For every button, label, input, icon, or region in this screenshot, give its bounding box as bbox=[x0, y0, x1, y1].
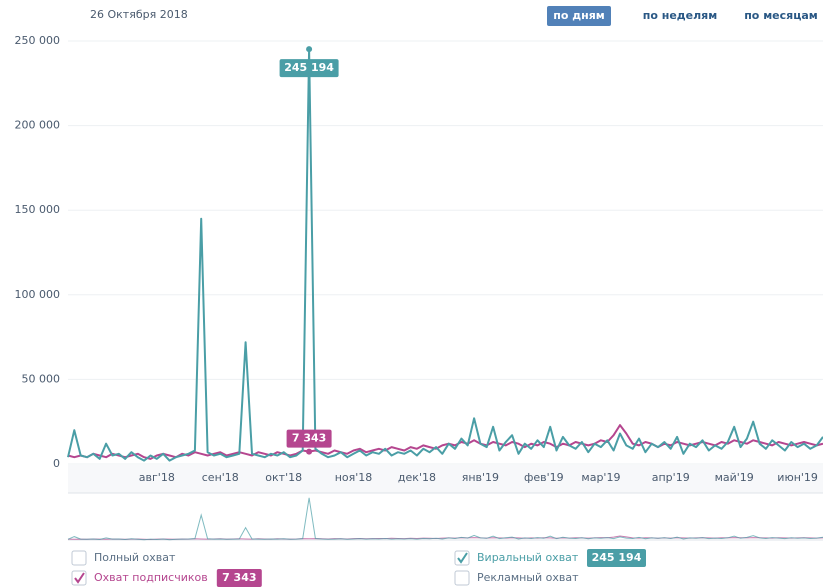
x-tick-label: окт'18 bbox=[265, 471, 302, 484]
period-button[interactable]: по месяцам bbox=[744, 9, 818, 22]
active-button-bg[interactable] bbox=[547, 6, 611, 26]
legend-label[interactable]: Полный охват bbox=[94, 551, 176, 564]
checkmark bbox=[457, 552, 468, 564]
point-badge-label: 7 343 bbox=[292, 432, 326, 445]
x-tick-label: авг'18 bbox=[139, 471, 175, 484]
x-tick-label: дек'18 bbox=[398, 471, 436, 484]
x-axis-band bbox=[68, 465, 823, 493]
legend-badge-label: 245 194 bbox=[592, 551, 642, 564]
legend-label[interactable]: Виральный охват bbox=[477, 551, 579, 564]
period-button[interactable]: по дням bbox=[553, 9, 605, 22]
point-badge bbox=[286, 429, 332, 448]
navigator-line bbox=[67, 497, 823, 541]
checkmark bbox=[74, 572, 85, 584]
y-tick-label: 250 000 bbox=[15, 34, 61, 47]
x-tick-label: мар'19 bbox=[581, 471, 620, 484]
legend-label[interactable]: Охват подписчиков bbox=[94, 571, 208, 584]
point-badge-label: 245 194 bbox=[284, 61, 334, 74]
legend-label[interactable]: Рекламный охват bbox=[477, 571, 579, 584]
y-tick-label: 0 bbox=[53, 457, 60, 470]
y-tick-label: 100 000 bbox=[15, 288, 61, 301]
y-tick-label: 50 000 bbox=[22, 372, 61, 385]
x-tick-label: ноя'18 bbox=[335, 471, 373, 484]
x-tick-label: сен'18 bbox=[202, 471, 239, 484]
x-tick-label: янв'19 bbox=[462, 471, 499, 484]
point-marker bbox=[306, 448, 313, 455]
x-tick-label: май'19 bbox=[715, 471, 754, 484]
legend-badge bbox=[216, 569, 262, 587]
x-tick-label: июн'19 bbox=[777, 471, 818, 484]
series-line bbox=[67, 424, 823, 460]
point-marker bbox=[306, 46, 313, 53]
legend-badge-label: 7 343 bbox=[222, 571, 256, 584]
x-tick-label: фев'19 bbox=[524, 471, 564, 484]
legend-badge bbox=[587, 549, 646, 567]
y-tick-label: 200 000 bbox=[15, 119, 61, 132]
period-button[interactable]: по неделям bbox=[643, 9, 718, 22]
checkbox[interactable] bbox=[454, 570, 470, 586]
checkbox[interactable] bbox=[71, 550, 87, 566]
x-tick-label: апр'19 bbox=[652, 471, 690, 484]
series-line bbox=[67, 48, 823, 462]
point-badge bbox=[279, 59, 339, 78]
y-tick-label: 150 000 bbox=[15, 203, 61, 216]
spacer bbox=[0, 0, 1, 1]
date-label: 26 Октября 2018 bbox=[90, 8, 188, 21]
